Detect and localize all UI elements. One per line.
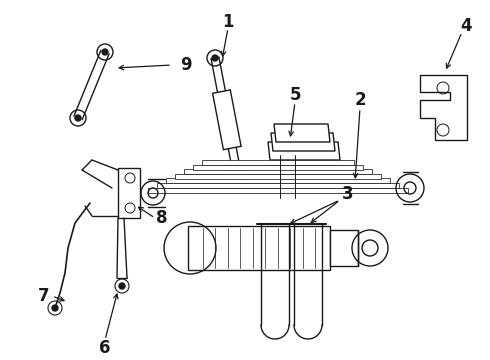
Circle shape [235, 175, 241, 181]
Text: 5: 5 [289, 86, 301, 104]
Polygon shape [118, 168, 140, 218]
Circle shape [102, 49, 108, 55]
Text: 8: 8 [156, 209, 168, 227]
Polygon shape [274, 124, 330, 142]
Circle shape [52, 305, 58, 311]
Bar [184, 169, 372, 174]
Circle shape [75, 115, 81, 121]
Polygon shape [271, 133, 335, 151]
Bar [193, 165, 363, 170]
Bar [157, 183, 399, 188]
Text: 3: 3 [342, 185, 354, 203]
Bar [166, 179, 390, 183]
Bar [188, 226, 330, 270]
Text: 1: 1 [222, 13, 234, 31]
Bar [148, 188, 408, 193]
Polygon shape [268, 142, 340, 160]
Text: 7: 7 [38, 287, 50, 305]
Circle shape [119, 283, 125, 289]
Bar [330, 230, 358, 266]
Bar [202, 160, 354, 165]
Text: 6: 6 [99, 339, 111, 357]
Circle shape [212, 55, 218, 61]
Polygon shape [420, 75, 467, 140]
Text: 9: 9 [180, 56, 192, 74]
Text: 2: 2 [354, 91, 366, 109]
Bar [175, 174, 381, 179]
Text: 4: 4 [460, 17, 472, 35]
